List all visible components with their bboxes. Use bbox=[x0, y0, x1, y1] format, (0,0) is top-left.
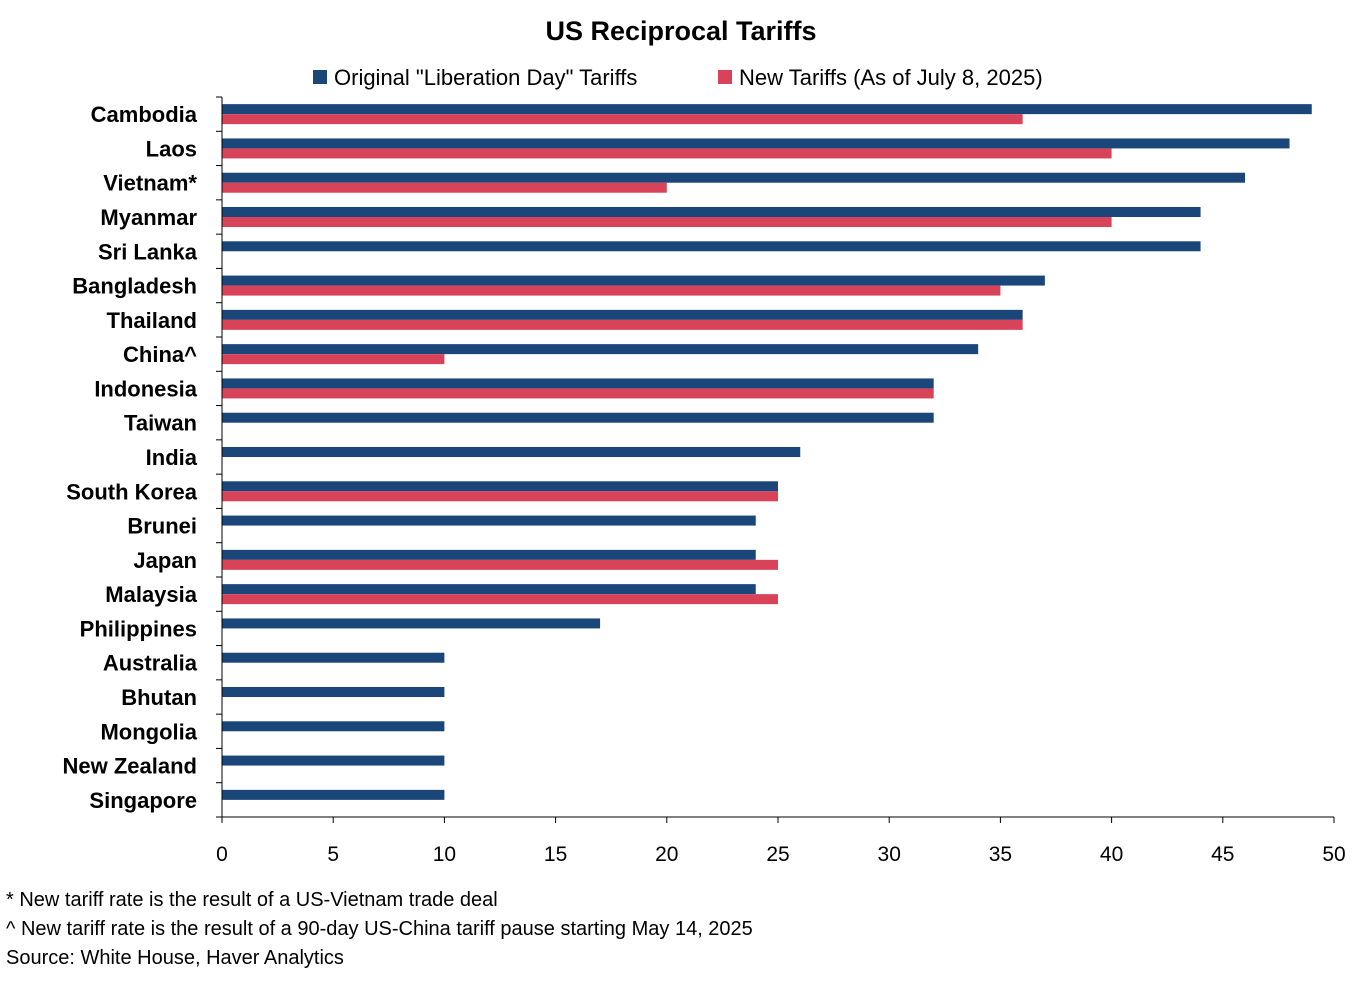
bar-original-indonesia bbox=[222, 378, 934, 389]
bar-new-laos bbox=[222, 148, 1112, 159]
bar-new-myanmar bbox=[222, 217, 1112, 227]
x-tick-label: 10 bbox=[433, 843, 456, 866]
bar-original-bhutan bbox=[222, 687, 445, 697]
category-label: Malaysia bbox=[105, 582, 197, 607]
legend: Original "Liberation Day" Tariffs New Ta… bbox=[313, 65, 1043, 90]
axes: 0 5 10 15 20 25 30 35 40 45 50 bbox=[216, 96, 1346, 866]
legend-label-new: New Tariffs (As of July 8, 2025) bbox=[739, 65, 1043, 90]
bar-original-australia bbox=[222, 652, 445, 663]
legend-swatch-original bbox=[313, 70, 327, 84]
bar-original-taiwan bbox=[222, 412, 934, 423]
bar-original-brunei bbox=[222, 515, 756, 526]
category-label: Taiwan bbox=[124, 411, 197, 436]
bar-original-vietnam bbox=[222, 172, 1246, 183]
x-tick-label: 40 bbox=[1100, 843, 1123, 866]
bar-original-new-zealand bbox=[222, 755, 445, 766]
bar-original-myanmar bbox=[222, 207, 1201, 217]
bar-original-cambodia bbox=[222, 104, 1312, 115]
bar-new-malaysia bbox=[222, 594, 778, 605]
bar-new-bangladesh bbox=[222, 285, 1001, 296]
bar-original-malaysia bbox=[222, 584, 756, 595]
category-label: Bhutan bbox=[121, 685, 197, 710]
x-tick-label: 15 bbox=[544, 843, 567, 866]
category-label: Singapore bbox=[89, 788, 197, 813]
category-label: Laos bbox=[146, 136, 197, 161]
bar-new-thailand bbox=[222, 319, 1023, 330]
bars-group bbox=[222, 104, 1312, 800]
bar-original-china bbox=[222, 344, 979, 355]
chart: US Reciprocal Tariffs Original "Liberati… bbox=[63, 16, 1346, 866]
category-label: Australia bbox=[103, 651, 198, 676]
footnote-vietnam: * New tariff rate is the result of a US-… bbox=[6, 889, 498, 911]
x-tick-label: 0 bbox=[216, 843, 228, 866]
bar-new-indonesia bbox=[222, 388, 934, 399]
x-tick-label: 30 bbox=[878, 843, 901, 866]
bar-original-mongolia bbox=[222, 721, 445, 732]
category-label: Thailand bbox=[107, 308, 197, 333]
bar-original-sri-lanka bbox=[222, 241, 1201, 252]
bar-original-singapore bbox=[222, 789, 445, 800]
bar-original-south-korea bbox=[222, 481, 778, 492]
bar-new-china bbox=[222, 354, 445, 365]
bar-original-bangladesh bbox=[222, 275, 1045, 286]
x-tick-label: 50 bbox=[1322, 843, 1345, 866]
category-label: China^ bbox=[123, 342, 197, 367]
bar-original-laos bbox=[222, 138, 1290, 149]
x-tick-label: 45 bbox=[1211, 843, 1234, 866]
source-note: Source: White House, Haver Analytics bbox=[6, 947, 344, 969]
footnote-china: ^ New tariff rate is the result of a 90-… bbox=[6, 918, 753, 940]
category-label: Sri Lanka bbox=[98, 239, 198, 264]
category-label: Indonesia bbox=[94, 376, 197, 401]
category-label: Philippines bbox=[80, 616, 197, 641]
category-label: Cambodia bbox=[91, 102, 198, 127]
category-labels: Cambodia Laos Vietnam* Myanmar Sri Lanka Bang… bbox=[63, 102, 198, 813]
bar-original-thailand bbox=[222, 309, 1023, 320]
bar-new-south-korea bbox=[222, 491, 778, 502]
category-label: Mongolia bbox=[100, 719, 197, 744]
bar-original-japan bbox=[222, 549, 756, 560]
category-label: Bangladesh bbox=[72, 274, 197, 299]
bar-new-cambodia bbox=[222, 114, 1023, 125]
x-tick-label: 35 bbox=[989, 843, 1012, 866]
category-label: Japan bbox=[133, 548, 197, 573]
legend-swatch-new bbox=[718, 70, 732, 84]
category-label: New Zealand bbox=[63, 754, 197, 779]
bar-new-japan bbox=[222, 559, 778, 570]
category-label: Vietnam* bbox=[103, 171, 197, 196]
category-label: South Korea bbox=[66, 479, 198, 504]
x-tick-label: 5 bbox=[327, 843, 339, 866]
bar-new-vietnam bbox=[222, 182, 667, 193]
x-tick-label: 20 bbox=[655, 843, 678, 866]
chart-title: US Reciprocal Tariffs bbox=[545, 16, 816, 46]
category-label: Brunei bbox=[127, 514, 197, 539]
bar-original-india bbox=[222, 447, 801, 457]
category-label: Myanmar bbox=[100, 205, 197, 230]
bar-original-philippines bbox=[222, 618, 601, 629]
x-tick-label: 25 bbox=[766, 843, 789, 866]
legend-label-original: Original "Liberation Day" Tariffs bbox=[334, 65, 637, 90]
category-label: India bbox=[146, 445, 198, 470]
